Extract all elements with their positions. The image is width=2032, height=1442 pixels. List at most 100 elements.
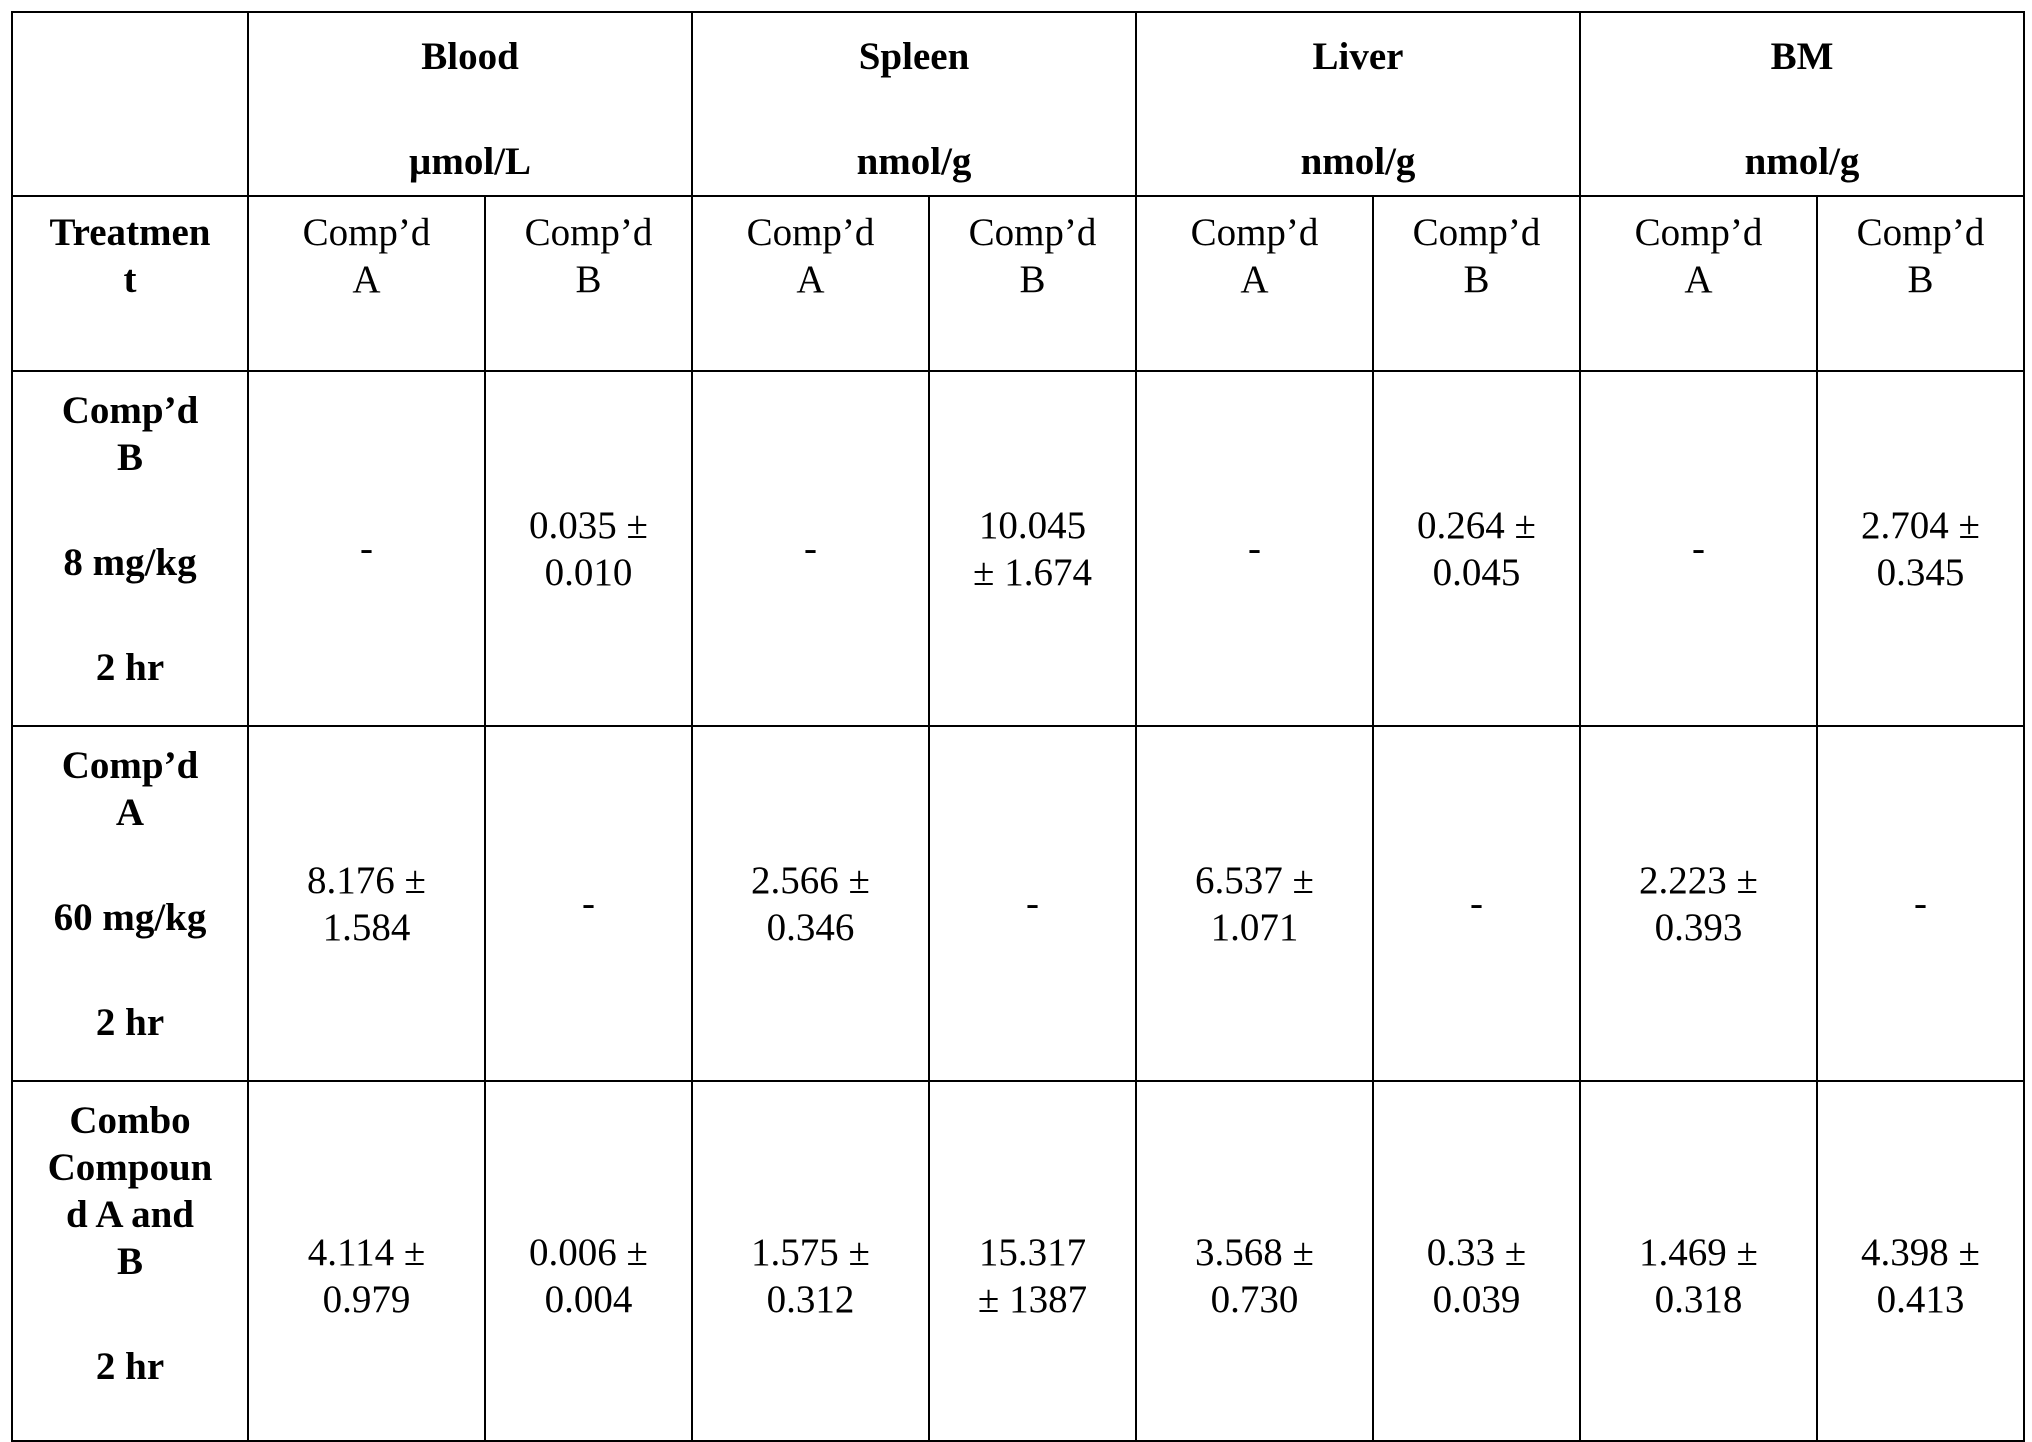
sub-header-line1: Comp’d [1856, 211, 1985, 254]
value-cell: 10.045 ± 1.674 [928, 370, 1137, 727]
table-row: Combo Compoun d A and B 2 hr 4.114 ±0.97… [11, 1080, 2025, 1442]
value-line1: - [1248, 527, 1261, 570]
value-cell: 0.035 ±0.010 [484, 370, 693, 727]
sub-header-line2: B [1463, 258, 1490, 301]
treatment-header: Treatmen t [11, 195, 249, 372]
value-cell: - [1816, 725, 2025, 1082]
value-line1: 3.568 ± [1195, 1231, 1314, 1274]
value-line1: - [804, 527, 817, 570]
value-line1: 4.398 ± [1861, 1231, 1980, 1274]
treatment-header-line2: t [123, 258, 137, 301]
sub-header-cell: Comp’d A [1579, 195, 1818, 372]
group-header-blood: Blood µmol/L [247, 11, 693, 197]
group-header-liver: Liver nmol/g [1135, 11, 1581, 197]
value-cell: 2.704 ±0.345 [1816, 370, 2025, 727]
treatment-line: A [115, 791, 145, 834]
sub-header-line2: A [1684, 258, 1713, 301]
value-line1: - [1914, 882, 1927, 925]
value-line1: 2.704 ± [1861, 503, 1980, 547]
treatment-spacer [13, 481, 247, 539]
group-header-row: Blood µmol/L Spleen nmol/g Liver nmol/g … [11, 11, 2025, 197]
sub-header-line2: B [1907, 258, 1934, 301]
sub-header-line2: A [352, 258, 381, 301]
value-cell: 2.566 ±0.346 [691, 725, 930, 1082]
group-unit: nmol/g [1744, 140, 1860, 183]
value-line2: ± 1.674 [973, 550, 1092, 594]
group-name: Liver [1312, 35, 1404, 78]
value-line1: 8.176 ± [307, 858, 426, 902]
treatment-line: Combo [69, 1099, 191, 1142]
value-line2: 0.730 [1210, 1278, 1299, 1321]
value-cell: 4.114 ±0.979 [247, 1080, 486, 1442]
value-cell: 0.006 ±0.004 [484, 1080, 693, 1442]
group-header-bm: BM nmol/g [1579, 11, 2025, 197]
value-line2: 1.071 [1210, 905, 1299, 949]
value-line1: - [1470, 882, 1483, 925]
sub-header-cell: Comp’d A [247, 195, 486, 372]
sub-header-row: Treatmen t Comp’d A Comp’d B Comp’d A Comp’… [11, 195, 2025, 372]
group-name: BM [1770, 35, 1834, 78]
treatment-header-line1: Treatmen [49, 211, 211, 254]
value-cell: 1.575 ±0.312 [691, 1080, 930, 1442]
sub-header-cell: Comp’d B [1816, 195, 2025, 372]
sub-header-line1: Comp’d [524, 211, 653, 254]
value-line1: - [582, 882, 595, 925]
value-line1: 0.264 ± [1417, 503, 1536, 547]
value-line1: 15.317 [978, 1231, 1087, 1274]
sub-header-line1: Comp’d [746, 211, 875, 254]
treatment-line: 2 hr [95, 1001, 165, 1044]
concentration-table: Blood µmol/L Spleen nmol/g Liver nmol/g … [11, 11, 2025, 1442]
sub-header-line1: Comp’d [1412, 211, 1541, 254]
value-line2: 1.584 [322, 905, 411, 949]
group-name: Blood [421, 35, 519, 78]
value-cell: 8.176 ±1.584 [247, 725, 486, 1082]
value-line1: 2.566 ± [751, 858, 870, 902]
treatment-line: 8 mg/kg [63, 541, 197, 584]
value-cell: - [1372, 725, 1581, 1082]
value-line2: 0.045 [1432, 550, 1521, 594]
sub-header-line1: Comp’d [1634, 211, 1763, 254]
value-cell: 15.317 ± 1387 [928, 1080, 1137, 1442]
value-line2: 0.312 [766, 1278, 855, 1321]
value-line2: 0.318 [1654, 1278, 1743, 1321]
sub-header-cell: Comp’d A [1135, 195, 1374, 372]
value-line2: 0.413 [1876, 1278, 1965, 1321]
treatment-line: B [116, 436, 143, 479]
value-line2: 0.345 [1876, 550, 1965, 594]
value-cell: 4.398 ±0.413 [1816, 1080, 2025, 1442]
treatment-spacer [13, 941, 247, 999]
value-line2: 0.004 [544, 1278, 633, 1321]
value-line2: 0.346 [766, 905, 855, 949]
value-line1: 6.537 ± [1195, 858, 1314, 902]
treatment-spacer [13, 586, 247, 644]
group-unit: µmol/L [408, 140, 532, 183]
value-line1: 4.114 ± [307, 1231, 426, 1274]
corner-cell [11, 11, 249, 197]
value-line2: 0.393 [1654, 905, 1743, 949]
sub-header-line1: Comp’d [968, 211, 1097, 254]
value-line1: 2.223 ± [1639, 858, 1758, 902]
sub-header-cell: Comp’d B [928, 195, 1137, 372]
treatment-cell: Comp’d B 8 mg/kg 2 hr [11, 370, 249, 727]
value-cell: - [247, 370, 486, 727]
sub-header-cell: Comp’d B [1372, 195, 1581, 372]
group-header-spleen: Spleen nmol/g [691, 11, 1137, 197]
sub-header-line2: A [796, 258, 825, 301]
value-line1: - [1692, 527, 1705, 570]
value-cell: 3.568 ±0.730 [1135, 1080, 1374, 1442]
sub-header-line1: Comp’d [1190, 211, 1319, 254]
group-unit: nmol/g [856, 140, 972, 183]
treatment-line: 60 mg/kg [53, 896, 207, 939]
value-line2: 0.010 [544, 550, 633, 594]
group-name: Spleen [858, 35, 970, 78]
value-line1: 1.469 ± [1639, 1231, 1758, 1274]
value-line2: ± 1387 [977, 1278, 1088, 1321]
treatment-spacer [13, 1285, 247, 1343]
value-line1: 0.035 ± [529, 503, 648, 547]
table-row: Comp’d B 8 mg/kg 2 hr - 0.035 ±0.010 - 1… [11, 370, 2025, 727]
treatment-line: 2 hr [95, 1345, 165, 1388]
value-line1: 1.575 ± [751, 1231, 870, 1274]
value-cell: 6.537 ±1.071 [1135, 725, 1374, 1082]
value-cell: - [691, 370, 930, 727]
value-line1: 10.045 [978, 503, 1087, 547]
